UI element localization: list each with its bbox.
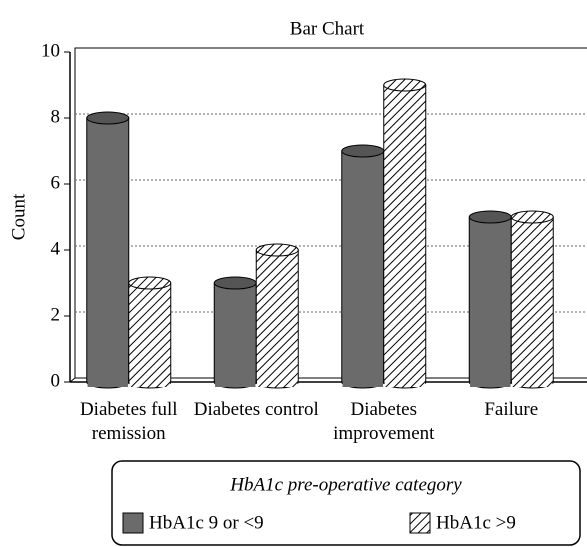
legend-box — [111, 460, 581, 546]
bar — [213, 282, 257, 383]
y-tick-label: 2 — [51, 304, 61, 325]
bar-cap — [213, 276, 257, 290]
bar — [255, 249, 299, 383]
plot-frame — [74, 47, 587, 379]
y-tick-label: 10 — [41, 40, 60, 61]
bar-cap — [128, 276, 172, 290]
y-tick-label: 4 — [51, 238, 61, 259]
x-tick-label: Diabetes improvement — [333, 399, 435, 444]
bar-cap — [86, 111, 130, 125]
bar-fill — [470, 381, 511, 387]
legend-title: HbA1c pre-operative category — [229, 474, 462, 495]
bar-cap — [255, 243, 299, 257]
chart-title: Bar Chart — [290, 18, 365, 39]
y-tick-label: 0 — [51, 370, 61, 391]
bar-fill — [215, 381, 256, 387]
floor-edge — [69, 377, 76, 383]
bar — [383, 84, 427, 383]
y-tick-label: 6 — [51, 172, 61, 193]
legend-swatch — [122, 512, 144, 534]
bar-cap — [383, 78, 427, 92]
bar — [128, 282, 172, 383]
bar-fill — [384, 381, 425, 387]
legend-swatch — [409, 512, 431, 534]
x-tick-label: Failure — [484, 399, 539, 420]
bar — [510, 216, 554, 383]
y-tick-label: 8 — [51, 106, 61, 127]
bar-fill — [87, 381, 128, 387]
bar-fill — [129, 381, 170, 387]
bar-cap — [510, 210, 554, 224]
x-tick-label: Diabetes full remission — [79, 399, 178, 444]
bar — [468, 216, 512, 383]
legend-label: HbA1c >9 — [436, 512, 516, 533]
x-tick-label: Diabetes control — [193, 399, 319, 420]
bar-fill — [342, 381, 383, 387]
y-axis-label: Count — [8, 193, 29, 240]
legend-label: HbA1c 9 or <9 — [149, 512, 264, 533]
bar-cap — [341, 144, 385, 158]
bar-cap — [468, 210, 512, 224]
bar — [86, 117, 130, 383]
bar-fill — [512, 381, 553, 387]
bar — [341, 150, 385, 383]
bar-fill — [257, 381, 298, 387]
